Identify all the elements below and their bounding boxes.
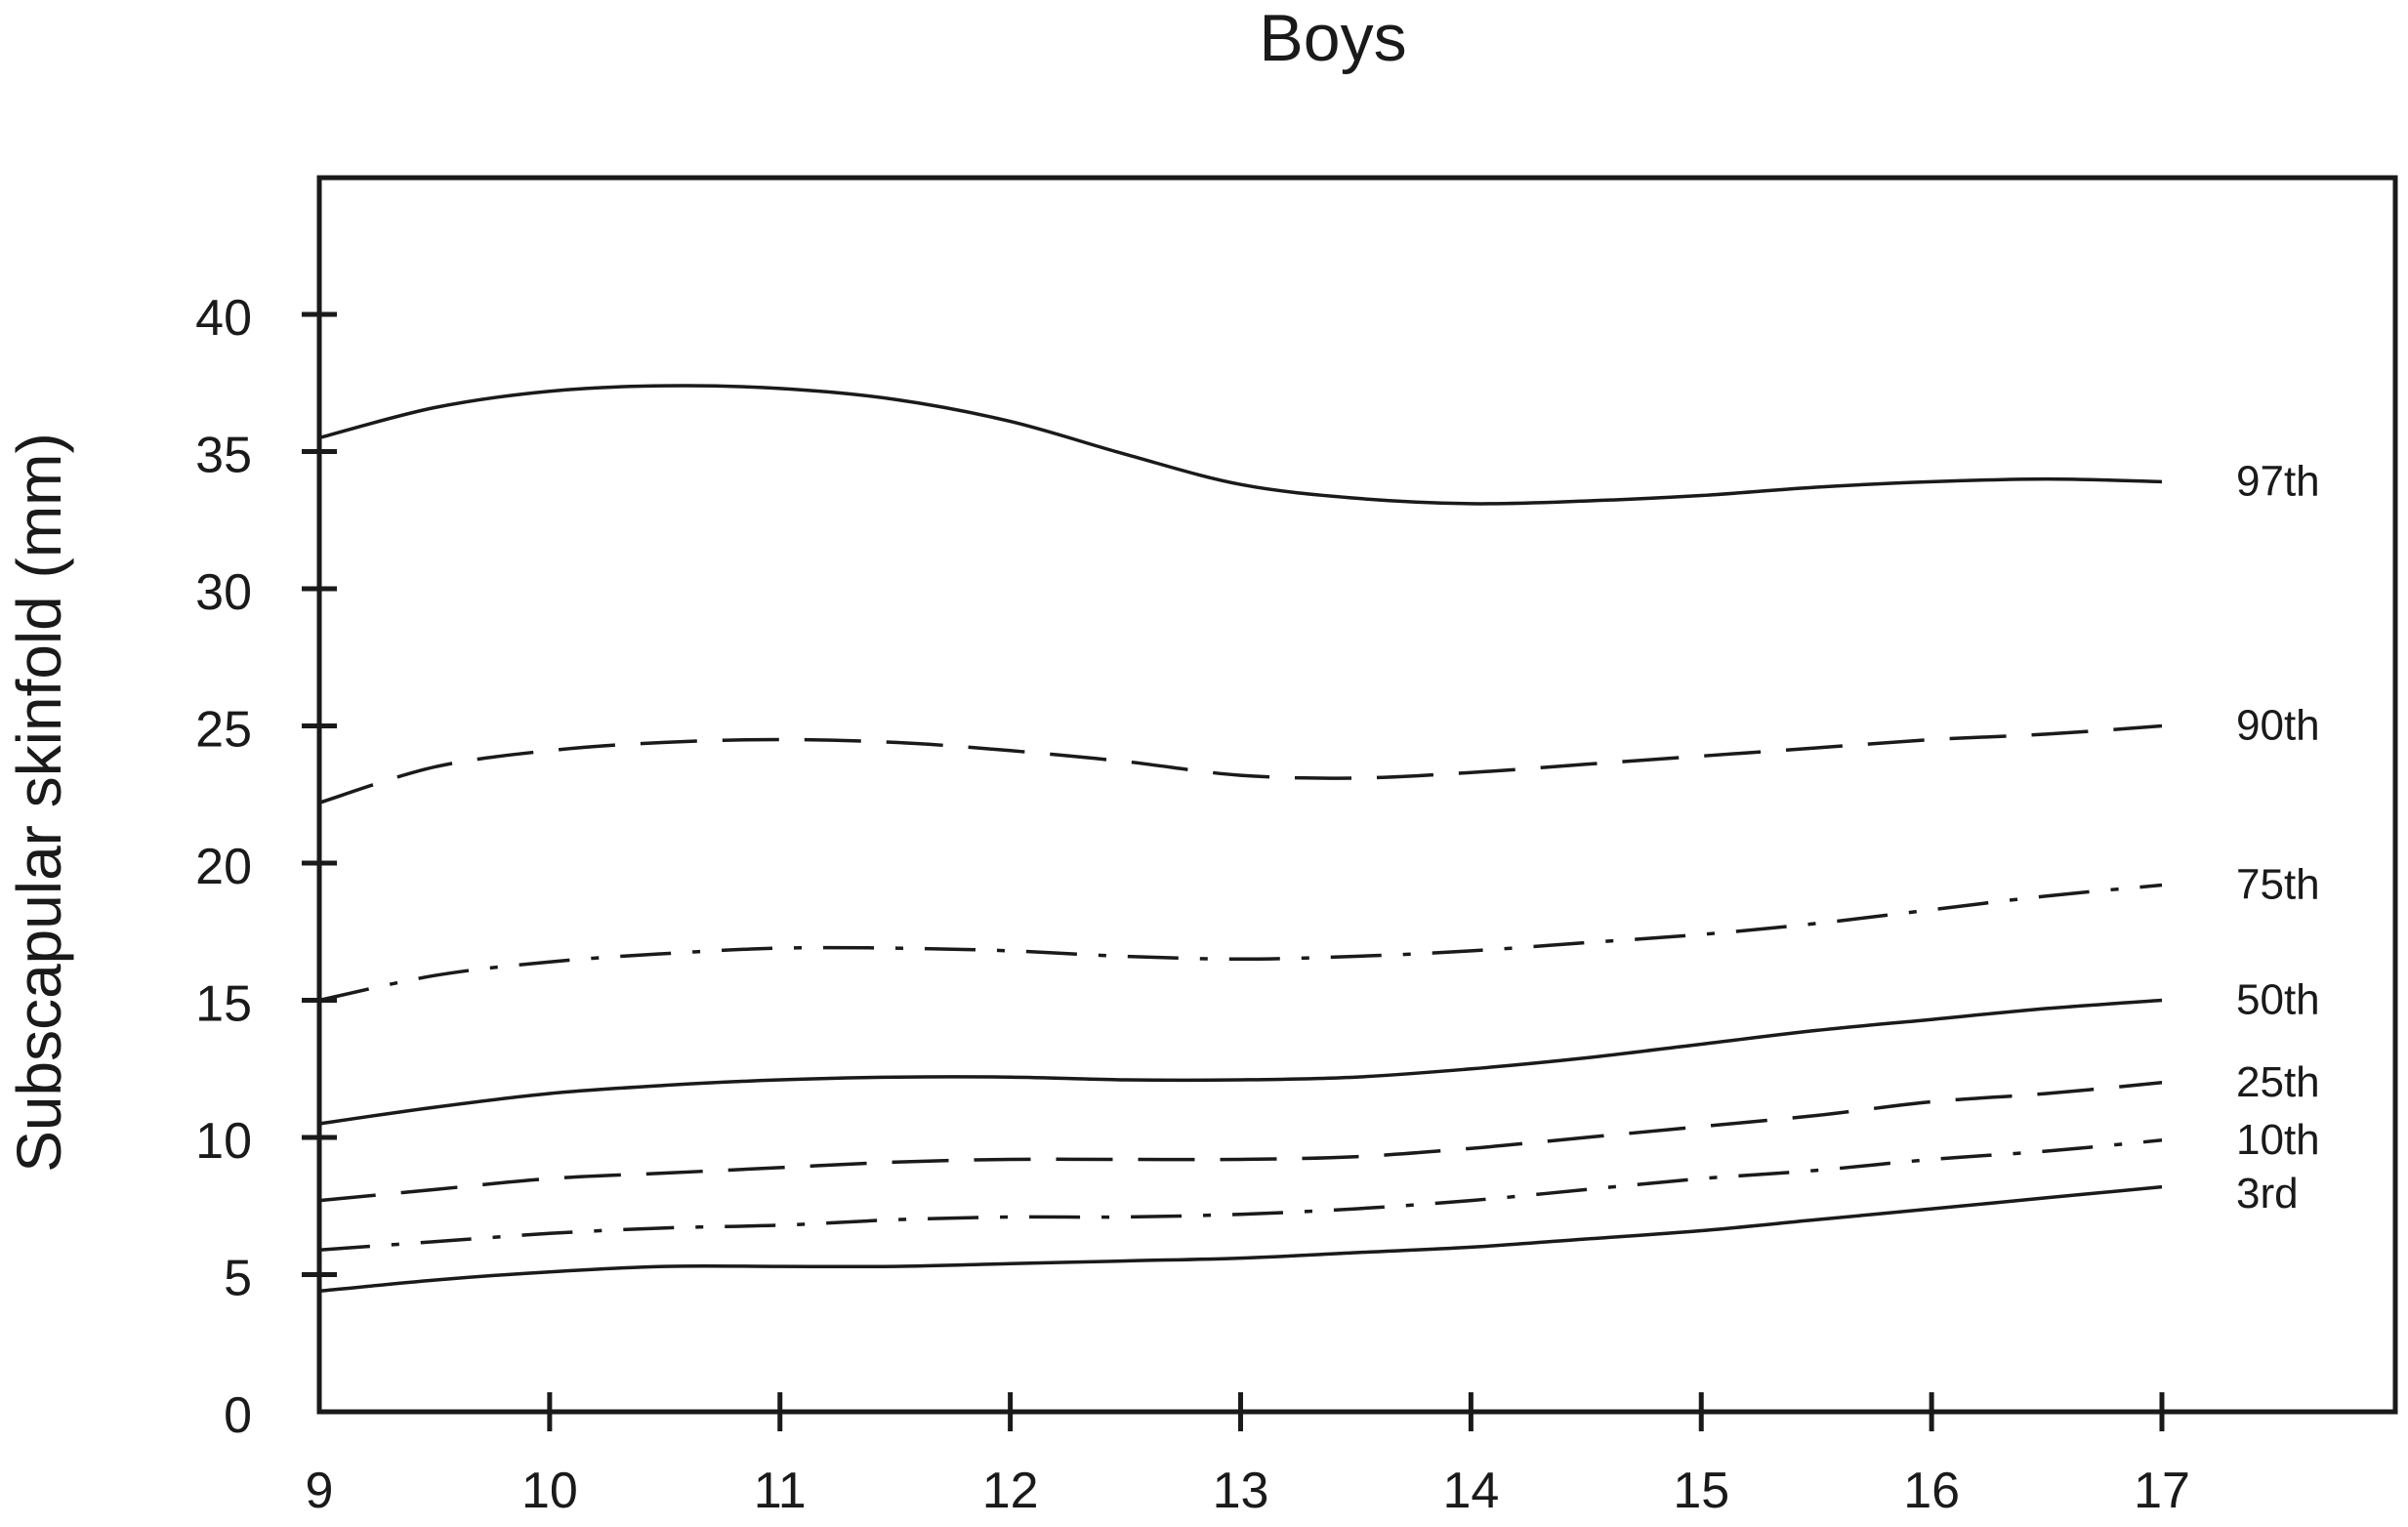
series-labels: 97th 90th 75th 50th 25th 10th 3rd (2236, 457, 2320, 1217)
x-tick-label: 13 (1213, 1463, 1269, 1519)
y-tick-label: 35 (195, 428, 252, 484)
series-label-75th: 75th (2236, 860, 2320, 908)
series-line-90th (318, 723, 2163, 805)
series-lines (318, 384, 2163, 1294)
series-line-3rd (318, 1184, 2163, 1294)
x-tick-label: 9 (306, 1463, 334, 1519)
y-tick-label: 25 (195, 702, 252, 759)
series-line-75th (318, 883, 2163, 1003)
y-tick-label: 30 (195, 564, 252, 621)
y-tick-label: 5 (224, 1251, 252, 1307)
y-tick-label: 10 (195, 1113, 252, 1170)
x-tick-label: 14 (1442, 1463, 1499, 1519)
series-label-25th: 25th (2236, 1058, 2320, 1106)
x-tick-label: 17 (2134, 1463, 2190, 1519)
x-tick-label: 12 (982, 1463, 1039, 1519)
x-tick-label: 16 (1903, 1463, 1960, 1519)
x-tick-label: 11 (754, 1463, 807, 1519)
y-tick-label: 0 (224, 1387, 252, 1444)
series-line-10th (318, 1138, 2163, 1252)
series-line-25th (318, 1081, 2163, 1203)
series-label-10th: 10th (2236, 1116, 2320, 1164)
series-line-97th (318, 384, 2163, 506)
y-axis-label: Subscapular skinfold (mm) (4, 433, 74, 1173)
series-label-3rd: 3rd (2236, 1170, 2299, 1217)
x-tick-label: 10 (521, 1463, 578, 1519)
y-tick-label: 40 (195, 290, 252, 347)
x-tick-label: 15 (1673, 1463, 1729, 1519)
plot-frame (316, 175, 2398, 1415)
series-label-50th: 50th (2236, 976, 2320, 1024)
y-tick-label: 15 (195, 976, 252, 1033)
y-axis: 0 5 10 15 20 25 30 35 40 (195, 290, 337, 1444)
series-label-97th: 97th (2236, 457, 2320, 505)
x-axis: 9 10 11 12 13 14 15 16 17 (306, 1392, 2190, 1519)
series-label-90th: 90th (2236, 702, 2320, 750)
y-tick-label: 20 (195, 839, 252, 895)
chart-title: Boys (1259, 1, 1406, 75)
series-line-50th (318, 998, 2163, 1126)
